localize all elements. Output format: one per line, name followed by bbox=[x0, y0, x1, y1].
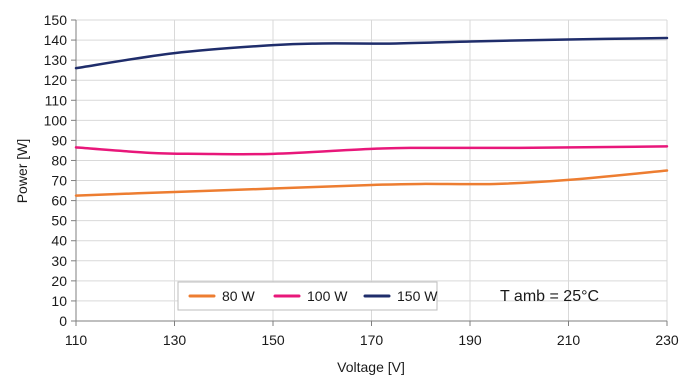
legend: 80 W 100 W 150 W bbox=[177, 281, 438, 311]
y-tick-label: 10 bbox=[51, 293, 67, 309]
series-line-100w bbox=[74, 145, 669, 156]
y-tick-label: 80 bbox=[51, 152, 67, 168]
y-tick-label: 60 bbox=[51, 193, 67, 209]
x-tick-label: 110 bbox=[65, 332, 88, 348]
y-tick-label: 30 bbox=[51, 253, 67, 269]
legend-label-100w: 100 W bbox=[307, 288, 348, 304]
y-axis-title: Power [W] bbox=[14, 139, 30, 204]
y-tick-label: 0 bbox=[59, 313, 67, 329]
y-tick-label: 90 bbox=[51, 132, 67, 148]
x-axis-title: Voltage [V] bbox=[337, 359, 405, 375]
temperature-annotation: T amb = 25°C bbox=[500, 288, 599, 305]
y-tick-label: 110 bbox=[45, 92, 68, 108]
y-tick-label: 140 bbox=[44, 32, 68, 48]
y-tick-label: 150 bbox=[44, 12, 68, 28]
ticks-layer: 0 10 20 30 40 50 60 70 80 90 100 110 120 130 140 150 110… bbox=[44, 12, 679, 348]
x-tick-label: 150 bbox=[261, 332, 285, 348]
x-tick-label: 170 bbox=[360, 332, 384, 348]
y-tick-label: 40 bbox=[51, 233, 67, 249]
legend-label-150w: 150 W bbox=[397, 288, 438, 304]
x-tick-label: 230 bbox=[655, 332, 679, 348]
legend-label-80w: 80 W bbox=[222, 288, 255, 304]
series-layer bbox=[74, 36, 669, 197]
series-line-150w bbox=[74, 36, 669, 70]
series-line-80w bbox=[74, 169, 669, 197]
y-tick-label: 50 bbox=[51, 213, 67, 229]
x-tick-label: 210 bbox=[557, 332, 581, 348]
legend-box bbox=[177, 281, 438, 311]
y-tick-label: 100 bbox=[44, 112, 68, 128]
grid-layer bbox=[76, 19, 668, 321]
x-tick-label: 190 bbox=[458, 332, 482, 348]
x-tick-label: 130 bbox=[163, 332, 187, 348]
axes-layer bbox=[71, 19, 668, 326]
y-tick-label: 130 bbox=[44, 52, 68, 68]
y-tick-label: 120 bbox=[44, 72, 68, 88]
y-tick-label: 20 bbox=[51, 273, 67, 289]
y-tick-label: 70 bbox=[51, 173, 67, 189]
